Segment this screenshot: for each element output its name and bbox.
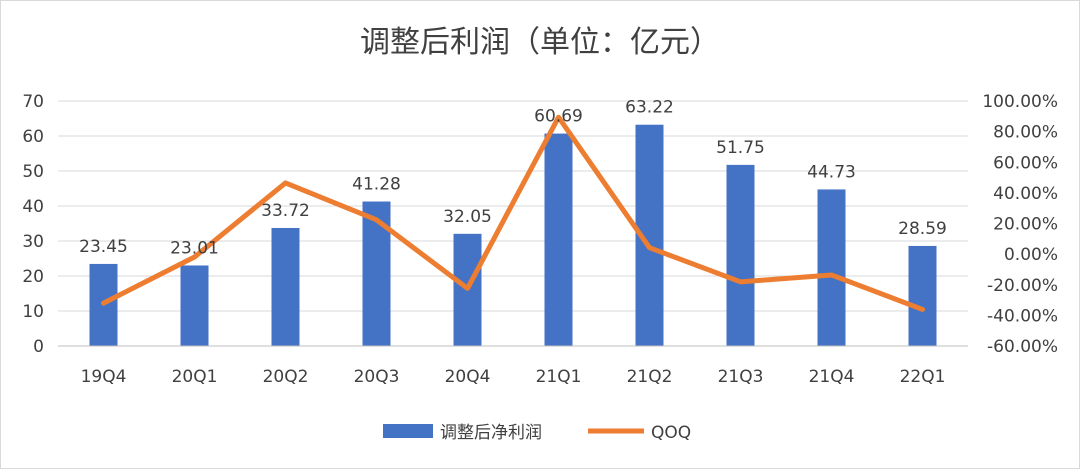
bar-data-label: 23.45 xyxy=(79,237,128,257)
bar-data-label: 63.22 xyxy=(625,98,674,118)
y-right-tick-label: 60.00% xyxy=(993,153,1058,173)
y-right-tick-label: 40.00% xyxy=(993,184,1058,204)
y-right-tick-label: -40.00% xyxy=(987,306,1058,326)
y-left-tick-label: 70 xyxy=(22,92,44,112)
legend-label-line: QOQ xyxy=(651,423,691,443)
y-left-tick-label: 30 xyxy=(22,232,44,252)
axes: 0 10 20 30 40 50 60 70 -60.00% -40.00% -20.00% 0.00… xyxy=(22,92,1058,387)
x-tick-label: 21Q2 xyxy=(627,367,673,387)
x-tick-label: 20Q4 xyxy=(445,367,491,387)
bar-20Q3 xyxy=(362,201,391,346)
bar-data-label: 60.69 xyxy=(534,107,583,127)
legend-bar-swatch xyxy=(383,424,433,438)
y-right-tick-label: 100.00% xyxy=(982,92,1058,112)
x-tick-label: 20Q2 xyxy=(263,367,309,387)
legend-label-bars: 调整后净利润 xyxy=(440,423,542,443)
x-tick-label: 20Q1 xyxy=(172,367,218,387)
x-tick-label: 21Q1 xyxy=(536,367,582,387)
x-tick-label: 20Q3 xyxy=(354,367,400,387)
y-right-tick-label: 0.00% xyxy=(1004,245,1058,265)
y-right-tick-label: 80.00% xyxy=(993,123,1058,143)
data-labels: 23.45 23.01 33.72 41.28 32.05 60.69 63.22 51.75… xyxy=(79,98,947,259)
y-left-tick-label: 20 xyxy=(22,267,44,287)
y-right-tick-label: -20.00% xyxy=(987,276,1058,296)
bar-data-label: 44.73 xyxy=(807,162,856,182)
bar-22Q1 xyxy=(908,245,937,346)
legend: 调整后净利润 QOQ xyxy=(383,423,691,443)
y-left-tick-label: 40 xyxy=(22,197,44,217)
x-tick-label: 21Q4 xyxy=(809,367,855,387)
bar-21Q3 xyxy=(726,164,755,346)
bar-20Q1 xyxy=(180,265,209,346)
bar-data-label: 28.59 xyxy=(898,219,947,239)
x-tick-label: 19Q4 xyxy=(81,367,127,387)
line-series xyxy=(101,114,925,312)
bar-data-label: 33.72 xyxy=(261,201,310,221)
bar-data-label: 23.01 xyxy=(170,238,219,258)
bar-21Q1 xyxy=(544,133,573,346)
bar-20Q2 xyxy=(271,227,300,346)
qoq-line xyxy=(101,114,925,312)
x-tick-label: 22Q1 xyxy=(900,367,946,387)
bar-data-label: 41.28 xyxy=(352,175,401,195)
y-right-tick-label: -60.00% xyxy=(987,337,1058,357)
y-left-tick-label: 0 xyxy=(33,337,44,357)
bar-data-label: 51.75 xyxy=(716,138,765,158)
y-left-tick-label: 50 xyxy=(22,162,44,182)
chart-title: 调整后利润（单位：亿元） xyxy=(360,25,720,60)
bar-data-label: 32.05 xyxy=(443,207,492,227)
bar-21Q4 xyxy=(817,189,846,346)
y-left-tick-label: 60 xyxy=(22,127,44,147)
y-left-tick-label: 10 xyxy=(22,302,44,322)
y-right-tick-label: 20.00% xyxy=(993,215,1058,235)
x-tick-label: 21Q3 xyxy=(718,367,764,387)
